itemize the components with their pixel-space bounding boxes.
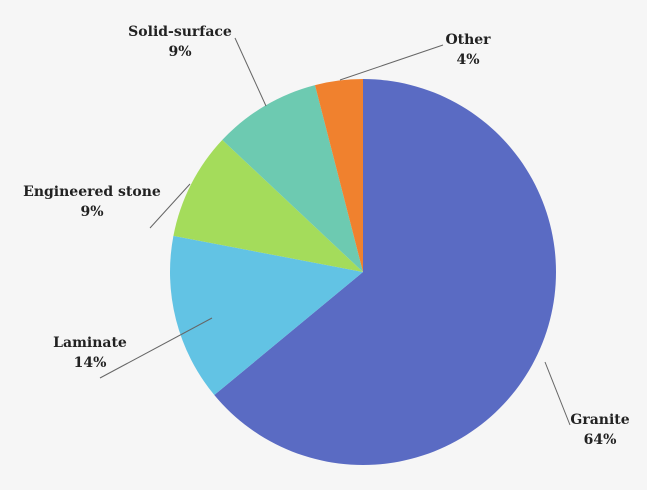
category-label: Laminate xyxy=(53,335,127,351)
leader-line xyxy=(234,37,267,107)
value-label: 9% xyxy=(168,44,191,60)
pie-slice xyxy=(315,79,363,272)
value-label: 4% xyxy=(456,52,479,68)
pie-slice xyxy=(214,79,556,466)
pie-slice xyxy=(173,139,363,272)
category-label: Solid-surface xyxy=(128,24,232,40)
leader-line xyxy=(339,44,444,81)
category-label: Engineered stone xyxy=(23,184,161,200)
value-label: 64% xyxy=(584,432,617,448)
category-label: Other xyxy=(445,32,491,48)
category-label: Granite xyxy=(570,412,629,428)
leader-line xyxy=(544,361,571,426)
pie-slice xyxy=(170,235,363,396)
pie-slice xyxy=(222,85,363,273)
leader-line xyxy=(99,317,213,379)
value-label: 14% xyxy=(74,355,107,371)
value-label: 9% xyxy=(80,204,103,220)
leader-line xyxy=(149,183,191,229)
